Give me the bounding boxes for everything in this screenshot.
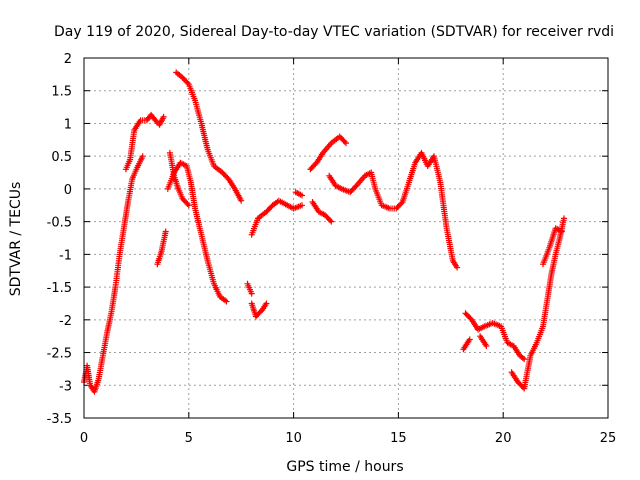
data-segment	[292, 189, 305, 199]
y-tick-label: -3	[59, 379, 72, 394]
data-segment	[307, 133, 349, 173]
chart-title: Day 119 of 2020, Sidereal Day-to-day VTE…	[54, 24, 614, 40]
y-tick-label: -3.5	[47, 412, 72, 427]
data-segment	[309, 199, 335, 225]
data-segment	[540, 225, 565, 268]
data-points	[540, 225, 565, 268]
data-points	[309, 199, 335, 225]
y-tick-label: 0.5	[51, 150, 72, 165]
y-tick-label: 2	[64, 52, 72, 67]
data-points	[460, 336, 473, 353]
data-segment	[173, 69, 245, 204]
data-segment	[508, 215, 567, 392]
data-segment	[164, 159, 230, 305]
data-points	[248, 300, 270, 320]
data-points	[508, 215, 567, 392]
data-segment	[122, 111, 167, 173]
data-points	[477, 333, 490, 349]
data-points	[244, 280, 255, 297]
data-points	[164, 159, 230, 305]
x-axis-label: GPS time / hours	[286, 459, 403, 475]
x-tick-label: 5	[185, 431, 193, 446]
y-tick-label: 1	[64, 117, 72, 132]
x-tick-label: 20	[495, 431, 512, 446]
y-tick-label: 1.5	[51, 85, 72, 100]
x-tick-label: 15	[390, 431, 407, 446]
tick-labels: 0 5 10 15 20 25 2 1.5 1 0.5 0 -0.5 -1 -1.5 -2 -2.5 -3 -3.…	[47, 52, 617, 446]
data-segment	[460, 336, 473, 353]
x-tick-label: 10	[285, 431, 302, 446]
data-points	[307, 133, 349, 173]
y-tick-label: -0.5	[47, 216, 72, 231]
data-points	[122, 111, 167, 173]
y-tick-label: -2	[59, 314, 72, 329]
data-points	[326, 149, 461, 271]
data-segment	[477, 333, 490, 349]
data-segment	[81, 153, 146, 395]
y-axis-label: SDTVAR / TECUs	[8, 182, 24, 297]
data-points	[248, 197, 305, 238]
data-segment	[248, 300, 270, 320]
data-segment	[154, 228, 169, 268]
data-segment	[248, 197, 305, 238]
data-segment	[462, 310, 528, 363]
plot-frame	[83, 57, 609, 419]
data-series-sdtvar	[81, 69, 567, 395]
data-points	[81, 153, 146, 395]
data-points	[173, 69, 245, 204]
data-points	[462, 310, 528, 363]
y-tick-label: -1.5	[47, 281, 72, 296]
y-tick-label: 0	[64, 183, 72, 198]
data-segment	[326, 149, 461, 271]
grid	[83, 57, 609, 419]
x-tick-label: 0	[80, 431, 88, 446]
data-points	[154, 228, 169, 268]
y-tick-label: -1	[59, 248, 72, 263]
data-segment	[244, 280, 255, 297]
y-tick-label: -2.5	[47, 347, 72, 362]
x-tick-label: 25	[600, 431, 617, 446]
data-points	[292, 189, 305, 199]
